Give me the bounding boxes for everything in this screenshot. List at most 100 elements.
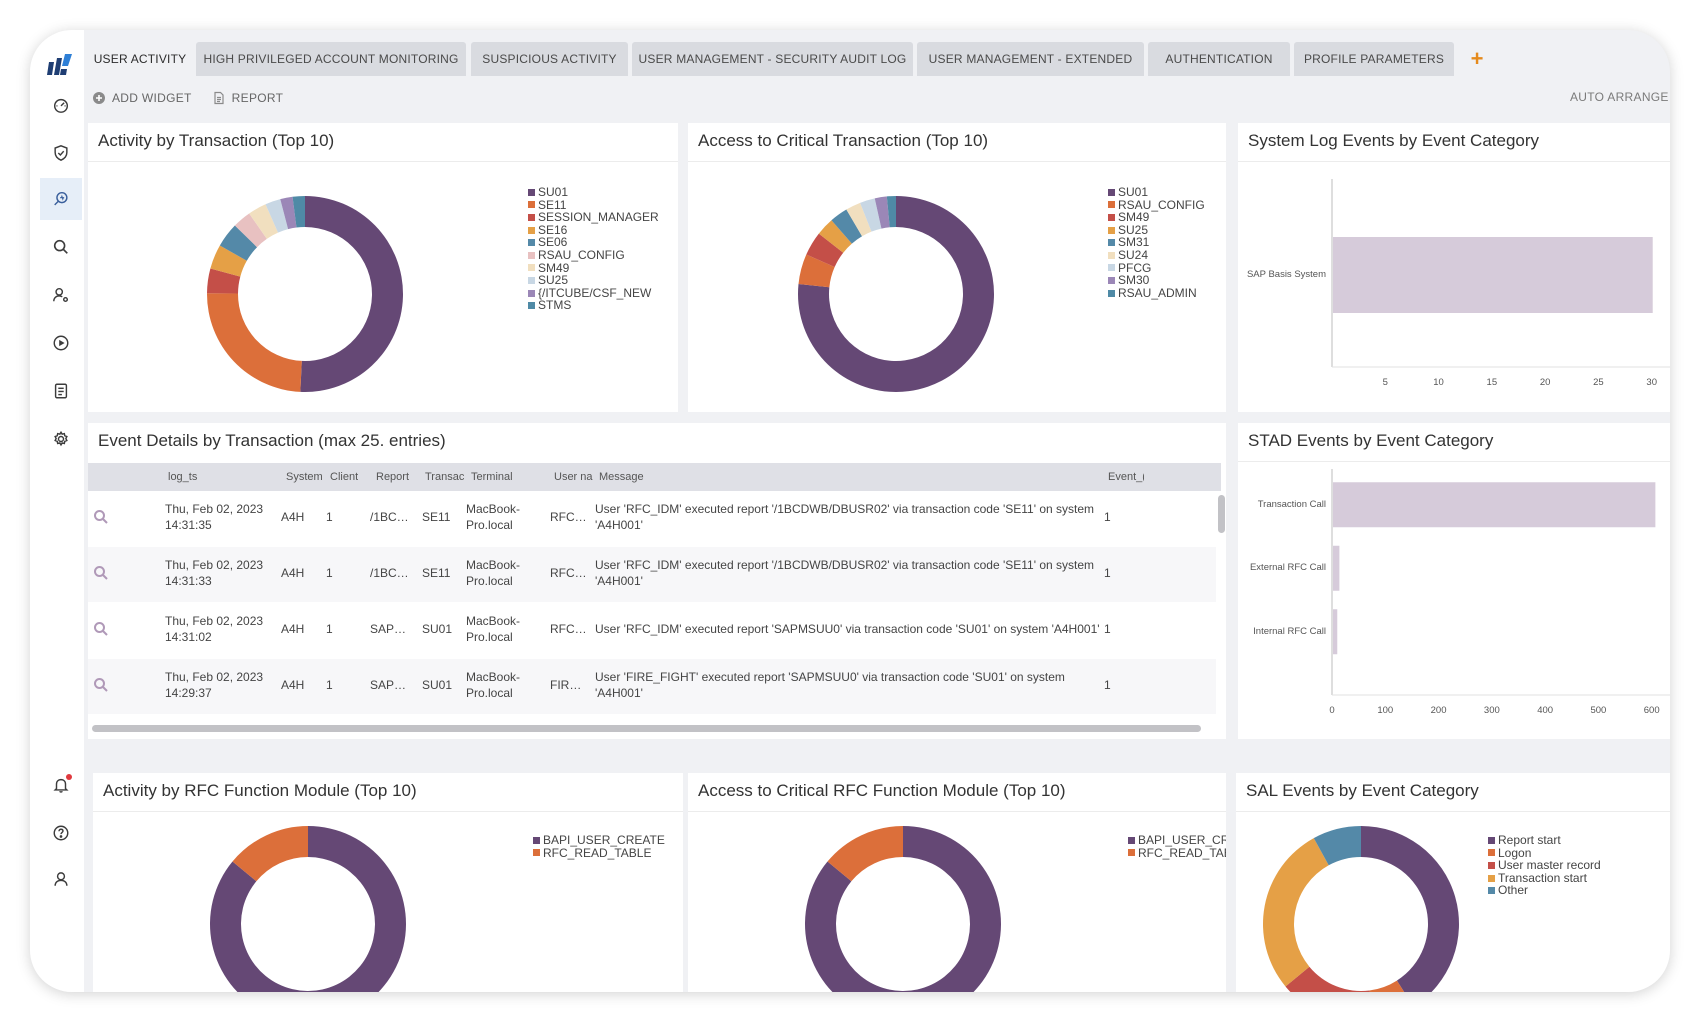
dashboard-icon[interactable]	[40, 84, 82, 126]
settings-icon[interactable]	[40, 418, 82, 460]
search-icon[interactable]	[40, 226, 82, 268]
legend-item[interactable]: SU25	[528, 274, 659, 287]
legend-item[interactable]: Logon	[1488, 846, 1601, 860]
legend-item[interactable]: SU24	[1108, 249, 1205, 262]
legend-item[interactable]: SM30	[1108, 274, 1205, 287]
legend-item[interactable]: SU25	[1108, 224, 1205, 237]
pie-slice-su25[interactable]	[818, 220, 852, 253]
auto-arrange-button[interactable]: AUTO ARRANGE	[1570, 90, 1669, 104]
legend-item[interactable]: BAPI_USER_CREATE	[533, 834, 665, 847]
magnify-icon[interactable]	[93, 677, 109, 693]
tab-high-privileged-account-monitoring[interactable]: HIGH PRIVILEGED ACCOUNT MONITORING	[196, 42, 466, 76]
tab-profile-parameters[interactable]: PROFILE PARAMETERS	[1294, 42, 1454, 76]
legend-item[interactable]: SU01	[1108, 186, 1205, 199]
pie-slice-pfcg[interactable]	[860, 198, 882, 232]
pie-slice-rsau-config[interactable]	[798, 254, 835, 288]
pie-slice-stms[interactable]	[292, 196, 305, 228]
column-header[interactable]: Client	[330, 471, 359, 483]
vertical-scrollbar[interactable]	[1218, 495, 1225, 533]
shield-icon[interactable]	[40, 132, 82, 174]
bar-external-rfc-call[interactable]	[1333, 545, 1340, 591]
bar-sap-basis-system[interactable]	[1333, 237, 1653, 313]
legend-item[interactable]: SESSION_MANAGER	[528, 211, 659, 224]
legend-item[interactable]: SM31	[1108, 236, 1205, 249]
pie-slice-transaction-start[interactable]	[1263, 838, 1329, 987]
legend-item[interactable]: SM49	[1108, 211, 1205, 224]
column-header[interactable]: Terminal	[471, 471, 513, 483]
table-row[interactable]: Thu, Feb 02, 2023 14:31:02 A4H 1 SAP… SU…	[88, 603, 1216, 658]
tab-user-management-extended[interactable]: USER MANAGEMENT - EXTENDED	[917, 42, 1144, 76]
legend-item[interactable]: SM49	[528, 261, 659, 275]
legend-item[interactable]: {/ITCUBE/CSF_NEW	[528, 287, 659, 300]
pie-slice-itcube-csf-new[interactable]	[280, 196, 297, 230]
column-header[interactable]: Transac	[425, 471, 465, 483]
table-row[interactable]: Thu, Feb 02, 2023 14:31:35 A4H 1 /1BC… S…	[88, 491, 1216, 546]
legend-item[interactable]: PFCG	[1108, 261, 1205, 275]
legend-item[interactable]: RSAU_CONFIG	[528, 249, 659, 262]
magnify-icon[interactable]	[93, 621, 109, 637]
report-button[interactable]: REPORT	[212, 91, 284, 105]
column-header[interactable]: Event_(	[1108, 471, 1144, 483]
pie-slice-sm49[interactable]	[806, 233, 844, 268]
add-tab-button[interactable]: +	[1470, 46, 1484, 71]
pie-slice-se06[interactable]	[219, 225, 258, 261]
pie-slice-su01[interactable]	[300, 196, 403, 392]
add-widget-button[interactable]: ADD WIDGET	[92, 91, 192, 105]
legend-item[interactable]: SE11	[528, 198, 659, 212]
pie-slice-sm30[interactable]	[874, 196, 890, 229]
column-header[interactable]: Message	[599, 471, 644, 483]
legend-item[interactable]: SE16	[528, 224, 659, 237]
play-icon[interactable]	[40, 322, 82, 364]
pie-slice-su24[interactable]	[846, 202, 872, 237]
legend-item[interactable]: Other	[1488, 884, 1601, 897]
pie-slice-se11[interactable]	[207, 293, 302, 392]
pie-slice-bapi-user-create[interactable]	[805, 826, 1001, 992]
tab-authentication[interactable]: AUTHENTICATION	[1148, 42, 1290, 76]
column-header[interactable]: Report	[376, 471, 410, 483]
pie-slice-user-master-record[interactable]	[1285, 966, 1373, 992]
column-header[interactable]: System	[286, 471, 323, 483]
tab-user-management-security-audit-log[interactable]: USER MANAGEMENT - SECURITY AUDIT LOG	[632, 42, 913, 76]
pie-slice-sm31[interactable]	[831, 209, 863, 244]
bar-transaction-call[interactable]	[1333, 482, 1656, 528]
pie-slice-sm49[interactable]	[249, 204, 279, 239]
column-header[interactable]: log_ts	[168, 471, 198, 483]
legend-item[interactable]: User master record	[1488, 859, 1601, 872]
pie-slice-other[interactable]	[1313, 826, 1361, 866]
legend-item[interactable]: RFC_READ_TABLE	[1128, 846, 1226, 860]
user-settings-icon[interactable]	[40, 274, 82, 316]
help-icon[interactable]	[40, 812, 82, 854]
tab-user-activity[interactable]: USER ACTIVITY	[88, 42, 192, 76]
pie-slice-bapi-user-create[interactable]	[210, 826, 406, 992]
magnify-icon[interactable]	[93, 509, 109, 525]
pie-slice-rfc-read-table[interactable]	[232, 826, 308, 882]
pie-slice-session-manager[interactable]	[207, 268, 241, 294]
bar-internal-rfc-call[interactable]	[1333, 609, 1338, 655]
legend-item[interactable]: Report start	[1488, 834, 1601, 847]
column-header[interactable]: User na	[554, 471, 593, 483]
table-row[interactable]: Thu, Feb 02, 2023 14:31:33 A4H 1 /1BC… S…	[88, 547, 1216, 602]
legend-item[interactable]: RSAU_ADMIN	[1108, 287, 1205, 300]
legend-item[interactable]: Transaction start	[1488, 872, 1601, 885]
legend-item[interactable]: SU01	[528, 186, 659, 199]
report-list-icon[interactable]	[40, 370, 82, 412]
legend-item[interactable]: STMS	[528, 299, 659, 312]
legend-item[interactable]: RSAU_CONFIG	[1108, 198, 1205, 212]
pie-slice-su25[interactable]	[265, 199, 289, 233]
magnify-icon[interactable]	[93, 565, 109, 581]
legend-item[interactable]: BAPI_USER_CREATE	[1128, 834, 1226, 847]
legend-item[interactable]: SE06	[528, 236, 659, 249]
horizontal-scrollbar[interactable]	[92, 725, 1201, 732]
app-logo[interactable]	[47, 54, 73, 76]
pie-slice-rsau-config[interactable]	[234, 213, 267, 248]
bell-icon[interactable]	[40, 764, 82, 806]
pie-slice-rfc-read-table[interactable]	[827, 826, 903, 882]
pie-slice-su01[interactable]	[798, 196, 994, 392]
legend-item[interactable]: RFC_READ_TABLE	[533, 846, 665, 860]
table-row[interactable]: Thu, Feb 02, 2023 14:29:37 A4H 1 SAP… SU…	[88, 659, 1216, 714]
pie-slice-rsau-admin[interactable]	[886, 196, 896, 228]
profile-icon[interactable]	[40, 858, 82, 900]
pie-slice-se16[interactable]	[210, 245, 247, 277]
tab-suspicious-activity[interactable]: SUSPICIOUS ACTIVITY	[471, 42, 628, 76]
pie-slice-logon[interactable]	[1369, 980, 1413, 992]
